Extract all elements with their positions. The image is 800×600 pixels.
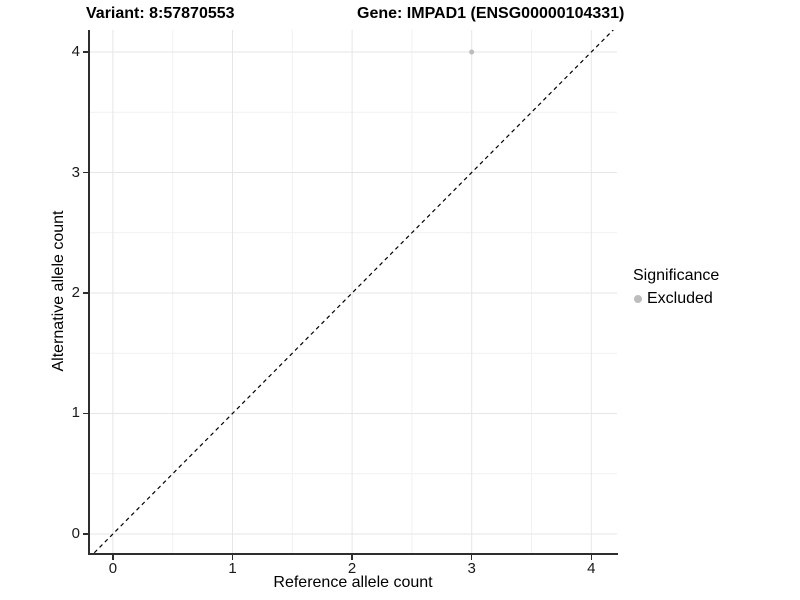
y-axis-tick-label: 0 bbox=[71, 524, 80, 542]
x-axis-tick-label: 2 bbox=[347, 560, 357, 577]
x-axis-tick bbox=[231, 554, 234, 560]
y-axis-tick-label: 1 bbox=[71, 404, 80, 422]
y-axis-tick-label: 4 bbox=[71, 43, 80, 61]
x-axis-tick-label: 4 bbox=[587, 560, 596, 577]
y-axis-tick bbox=[83, 51, 88, 53]
legend: Significance Excluded bbox=[631, 267, 719, 308]
x-axis-tick bbox=[112, 554, 114, 560]
data-point bbox=[469, 49, 475, 55]
plot-panel bbox=[89, 30, 617, 553]
excluded-point-icon bbox=[634, 294, 642, 303]
y-axis-tick bbox=[83, 533, 88, 535]
gene-title: Gene: IMPAD1 (ENSG00000104331) bbox=[357, 5, 625, 22]
x-axis-tick bbox=[351, 554, 353, 560]
y-axis-tick-label: 2 bbox=[71, 284, 80, 301]
x-axis-tick-label: 1 bbox=[228, 560, 237, 577]
y-axis-tick-label: 3 bbox=[71, 163, 80, 181]
x-axis-tick-label: 3 bbox=[467, 560, 476, 577]
identity-line bbox=[93, 30, 615, 553]
y-axis-tick bbox=[83, 412, 88, 415]
x-axis-tick-label: 0 bbox=[108, 560, 118, 577]
legend-item-label: Excluded bbox=[647, 289, 713, 307]
plot-canvas bbox=[89, 30, 617, 553]
x-axis-tick bbox=[590, 554, 593, 560]
legend-item-excluded: Excluded bbox=[631, 289, 719, 308]
x-axis-title: Reference allele count bbox=[273, 574, 433, 591]
y-axis-tick bbox=[83, 292, 88, 294]
x-axis-line bbox=[88, 553, 618, 555]
legend-title: Significance bbox=[633, 267, 720, 284]
y-axis-line bbox=[88, 30, 90, 555]
variant-title: Variant: 8:57870553 bbox=[86, 5, 235, 22]
x-axis-tick bbox=[470, 554, 473, 560]
y-axis-tick bbox=[83, 171, 88, 174]
